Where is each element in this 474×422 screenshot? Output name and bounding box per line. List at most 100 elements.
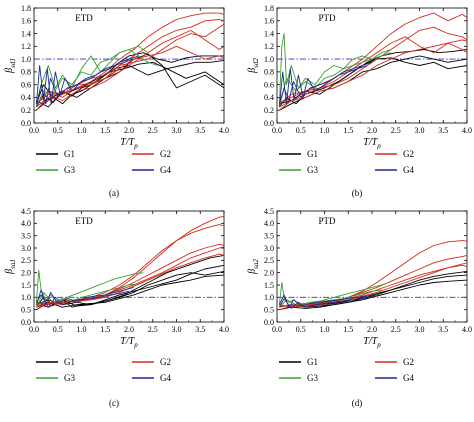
y-tick-label: 1.0 [21, 293, 31, 302]
y-tick-label: 0.6 [21, 80, 31, 89]
legend-label: G2 [403, 357, 414, 367]
series-line-G1 [36, 274, 224, 311]
panel-caption: (b) [352, 188, 363, 198]
legend-label: G3 [64, 373, 75, 383]
series-line-G2 [36, 246, 224, 306]
series-line-G1 [36, 53, 224, 108]
panel-3: 0.0 0.5 1.0 1.5 2.0 2.5 3.0 3.5 4.0 0.0 0.5 1.0 1.5 2… [4, 207, 229, 408]
y-tick-label: 1.8 [21, 4, 31, 13]
series-line-G2 [279, 36, 467, 108]
y-tick-label: 1.0 [21, 55, 31, 64]
legend-label: G4 [160, 165, 171, 175]
series-line-G3 [35, 283, 139, 308]
y-tick-label: 0.0 [264, 318, 274, 327]
x-tick-label: 1.5 [100, 126, 110, 135]
panel-4: 0.0 0.5 1.0 1.5 2.0 2.5 3.0 3.5 4.0 0.0 0.5 1.0 1.5 2… [247, 207, 472, 408]
series-line-G4 [35, 58, 134, 108]
legend-label: G2 [160, 149, 171, 159]
y-tick-label: 0.2 [21, 106, 31, 115]
y-axis-label: βsa2 [247, 259, 260, 275]
y-tick-label: 4.5 [21, 207, 31, 216]
x-axis-label: T/Tp [363, 336, 381, 349]
x-tick-label: 1.5 [343, 325, 353, 334]
y-tick-label: 2.0 [21, 268, 31, 277]
legend-label: G1 [64, 357, 75, 367]
x-tick-label: 1.0 [320, 126, 330, 135]
y-tick-label: 1.6 [21, 17, 31, 26]
plot-frame [33, 210, 225, 323]
series-line-G1 [279, 270, 467, 308]
y-tick-label: 0.4 [21, 93, 31, 102]
x-tick-label: 3.0 [172, 126, 182, 135]
series-line-G4 [36, 290, 130, 308]
y-tick-label: 2.0 [264, 268, 274, 277]
series-line-G2 [36, 23, 224, 105]
y-axis-label: βsd1 [4, 58, 17, 74]
series-line-G4 [278, 294, 377, 308]
y-tick-label: 0.4 [264, 93, 274, 102]
series-group [278, 12, 467, 111]
x-tick-label: 2.5 [148, 325, 158, 334]
x-tick-label: 2.5 [391, 325, 401, 334]
legend-label: G4 [403, 165, 414, 175]
x-tick-label: 1.5 [100, 325, 110, 334]
x-tick-label: 0.5 [53, 126, 63, 135]
y-tick-label: 1.6 [264, 17, 274, 26]
y-tick-label: 4.0 [264, 219, 274, 228]
y-tick-label: 1.0 [264, 293, 274, 302]
y-tick-label: 0.0 [21, 318, 31, 327]
panel-title: ETD [75, 216, 93, 226]
series-line-G4 [278, 65, 368, 104]
series-line-G4 [279, 296, 373, 309]
x-axis-label: T/Tp [363, 137, 381, 150]
legend-label: G1 [307, 357, 318, 367]
panel-2: 0.0 0.5 1.0 1.5 2.0 2.5 3.0 3.5 4.0 0.0 0.2 0.4 0.6 0… [247, 4, 472, 198]
y-tick-label: 3.0 [21, 244, 31, 253]
series-line-G2 [279, 26, 467, 105]
panel-title: PTD [318, 13, 336, 23]
y-tick-label: 1.5 [264, 281, 274, 290]
x-tick-label: 0.0 [29, 325, 39, 334]
x-tick-label: 2.0 [124, 325, 134, 334]
x-tick-label: 0.0 [272, 325, 282, 334]
y-tick-label: 0.2 [264, 106, 274, 115]
series-line-G1 [279, 57, 467, 105]
x-tick-label: 4.0 [462, 126, 472, 135]
series-line-G2 [279, 39, 467, 111]
panel-title: PTD [318, 216, 336, 226]
y-tick-label: 0.0 [21, 119, 31, 128]
y-axis-label: βsa1 [4, 259, 17, 275]
x-tick-label: 0.5 [296, 325, 306, 334]
x-tick-label: 1.0 [77, 126, 87, 135]
series-group [278, 240, 467, 311]
series-line-G3 [35, 45, 149, 108]
x-tick-label: 4.0 [462, 325, 472, 334]
x-tick-label: 4.0 [219, 126, 229, 135]
y-tick-label: 3.5 [21, 231, 31, 240]
series-line-G2 [279, 264, 467, 308]
series-line-G2 [279, 12, 467, 105]
series-group [35, 215, 224, 311]
y-tick-label: 3.5 [264, 231, 274, 240]
legend-label: G3 [307, 165, 318, 175]
x-tick-label: 0.0 [272, 126, 282, 135]
legend-label: G1 [307, 149, 318, 159]
y-tick-label: 1.4 [21, 29, 31, 38]
x-tick-label: 0.0 [29, 126, 39, 135]
series-line-G2 [36, 19, 224, 108]
y-tick-label: 0.0 [264, 119, 274, 128]
y-tick-label: 0.8 [21, 68, 31, 77]
series-line-G4 [278, 61, 373, 108]
y-tick-label: 1.0 [264, 55, 274, 64]
legend-label: G3 [64, 165, 75, 175]
x-tick-label: 2.0 [124, 126, 134, 135]
legend-label: G2 [403, 149, 414, 159]
x-tick-label: 2.0 [367, 325, 377, 334]
series-line-G1 [36, 270, 224, 308]
series-line-G2 [36, 12, 224, 105]
series-line-G1 [36, 65, 224, 111]
y-tick-label: 2.5 [264, 256, 274, 265]
y-tick-label: 1.2 [21, 42, 31, 51]
y-tick-label: 4.0 [21, 219, 31, 228]
x-tick-label: 3.0 [415, 325, 425, 334]
